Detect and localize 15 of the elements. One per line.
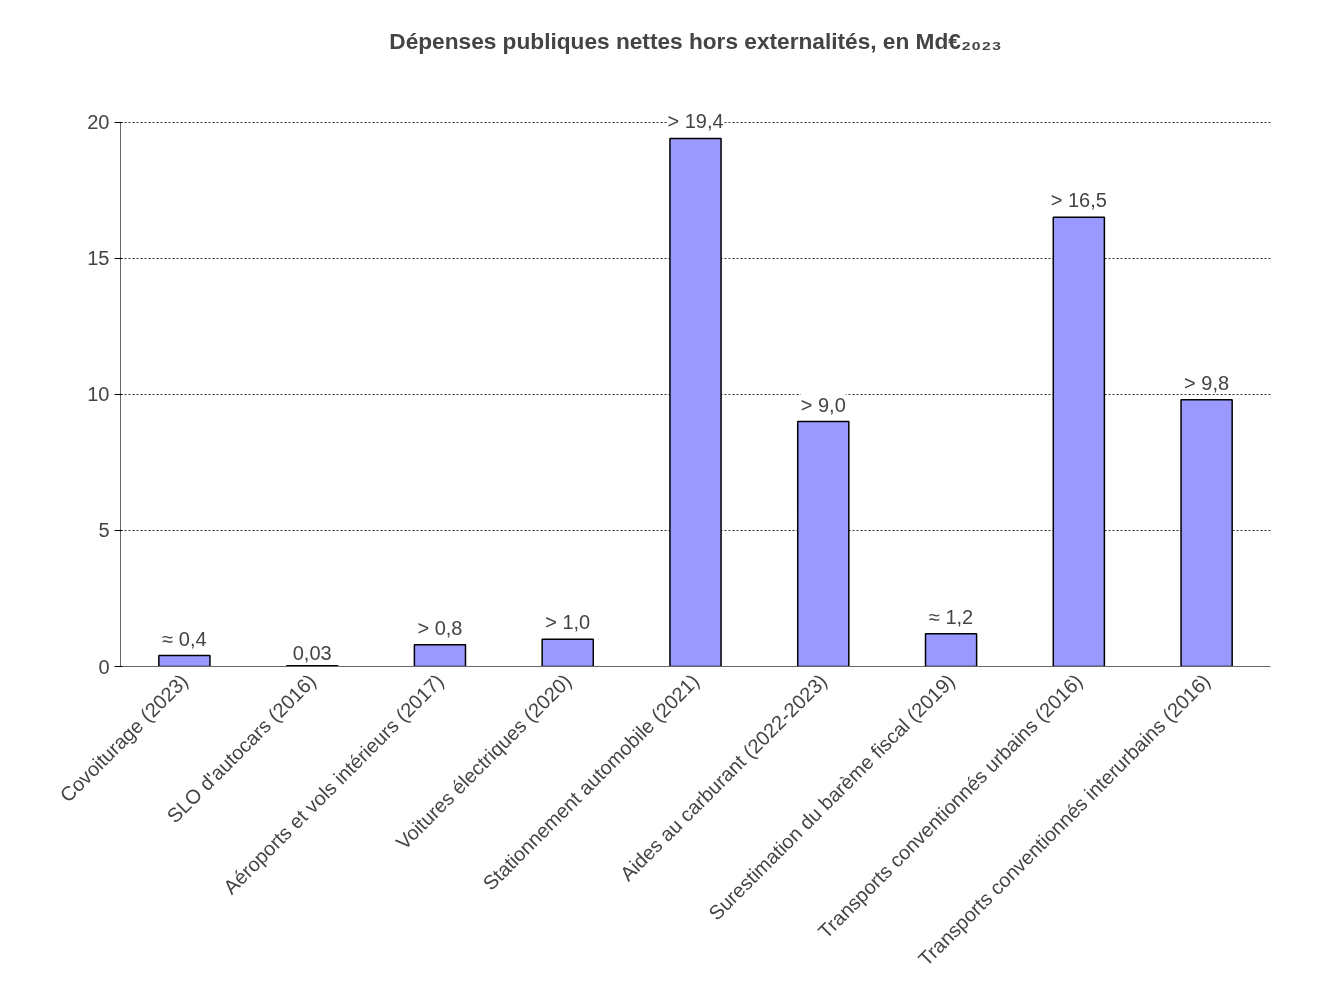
y-tick-label: 20 — [87, 111, 110, 134]
data-label: > 19,4 — [667, 110, 724, 133]
data-label: > 9,8 — [1184, 371, 1230, 394]
y-tick-label: 10 — [87, 383, 110, 406]
y-tick-label: 0 — [98, 655, 110, 678]
data-label: 0,03 — [292, 641, 332, 664]
data-label: > 16,5 — [1050, 189, 1107, 212]
data-label: ≈ 1,2 — [928, 605, 974, 628]
data-label: > 1,0 — [545, 611, 591, 634]
data-label: > 0,8 — [417, 616, 463, 639]
y-tick-label: 5 — [98, 519, 110, 542]
chart-title: Dépenses publiques nettes hors externalités, en Md€₂₀₂₃ — [389, 27, 1002, 54]
y-tick-label: 15 — [87, 247, 110, 270]
data-label: > 9,0 — [800, 393, 846, 416]
data-label: ≈ 0,4 — [162, 627, 207, 650]
